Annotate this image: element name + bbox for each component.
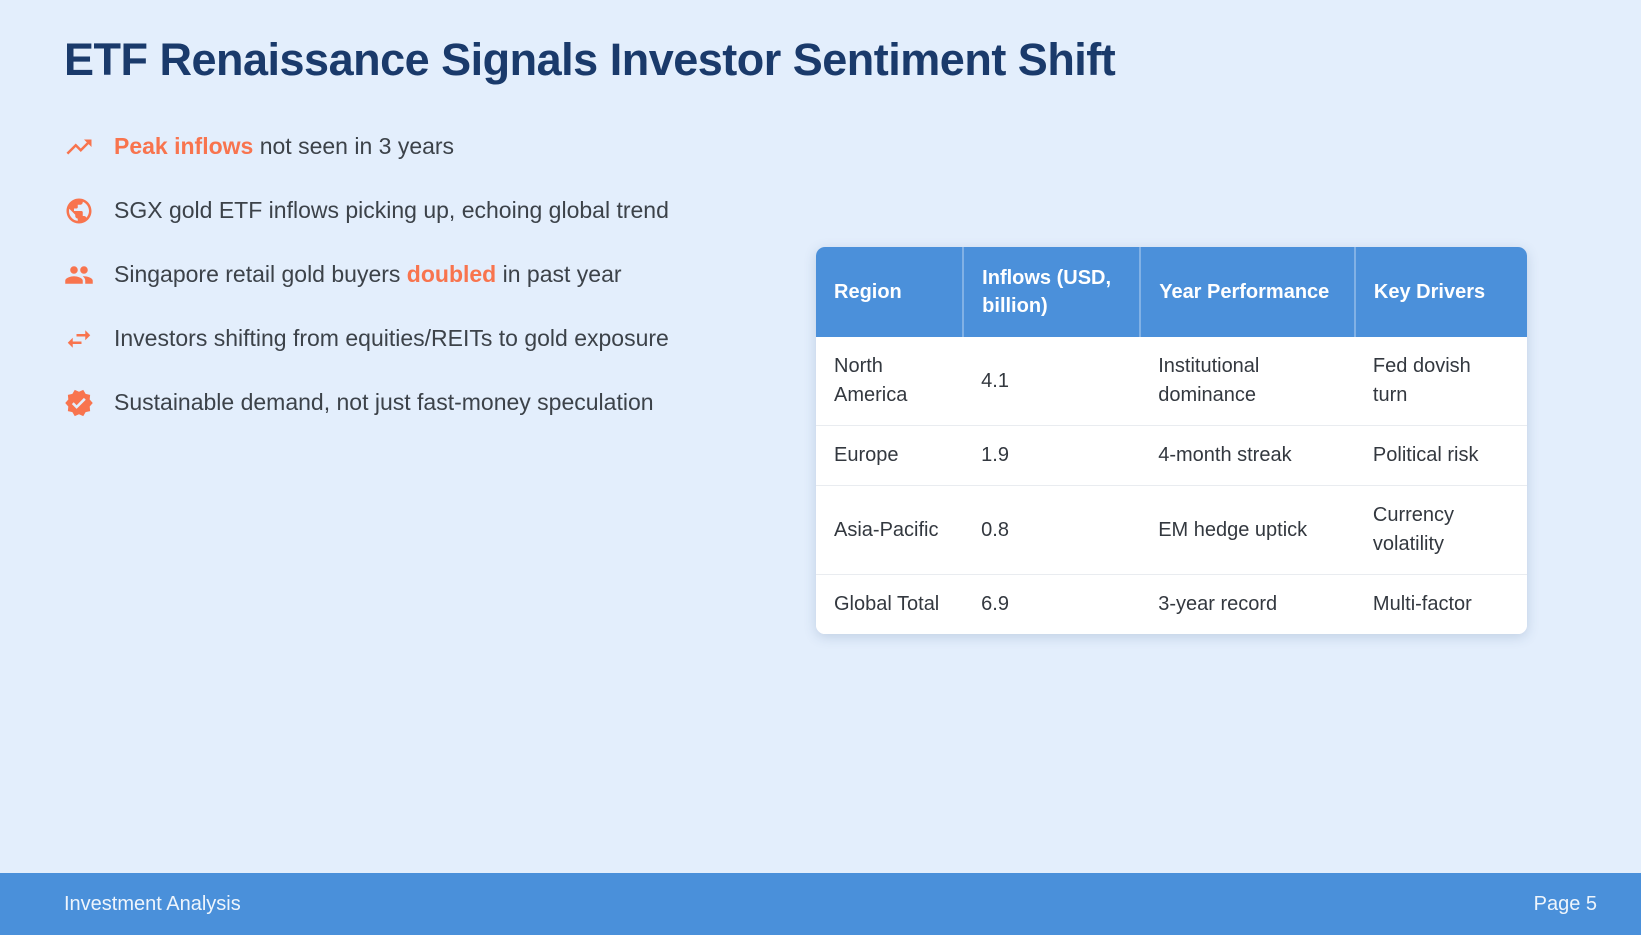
table-cell: 0.8 bbox=[963, 485, 1141, 575]
column-header: Inflows (USD, billion) bbox=[962, 247, 1141, 337]
table-body: North America 4.1 Institutional dominance F… bbox=[816, 337, 1527, 634]
bullet-list: Peak inflows not seen in 3 years SGX gol… bbox=[64, 131, 764, 451]
column-header: Year Performance bbox=[1139, 247, 1355, 337]
swap-arrows-icon bbox=[64, 324, 94, 354]
footer-bar: Investment Analysis Page 5 bbox=[0, 873, 1641, 935]
trending-up-icon bbox=[64, 132, 94, 162]
table-cell: Institutional dominance bbox=[1140, 337, 1355, 426]
bullet-item: Investors shifting from equities/REITs t… bbox=[64, 323, 764, 354]
table-cell: Multi-factor bbox=[1354, 574, 1527, 634]
column-header: Region bbox=[816, 247, 964, 337]
table-cell: North America bbox=[816, 337, 964, 426]
table-cell: Fed dovish turn bbox=[1354, 337, 1527, 426]
bullet-text: Peak inflows not seen in 3 years bbox=[114, 133, 455, 159]
table-cell: 6.9 bbox=[963, 574, 1141, 634]
table-cell: Asia-Pacific bbox=[816, 485, 964, 575]
regional-inflows-table: Region Inflows (USD, billion) Year Perform… bbox=[816, 247, 1527, 634]
table-cell: Political risk bbox=[1354, 425, 1527, 486]
footer-document-title: Investment Analysis bbox=[64, 892, 241, 915]
table-cell: 1.9 bbox=[963, 425, 1141, 486]
table-cell: EM hedge uptick bbox=[1140, 485, 1355, 575]
column-header: Key Drivers bbox=[1353, 247, 1527, 337]
globe-icon bbox=[64, 196, 94, 226]
table-row: Global Total 6.9 3-year record Multi-factor bbox=[816, 574, 1527, 634]
bullet-text: Investors shifting from equities/REITs t… bbox=[114, 325, 669, 351]
footer-page-number: Page 5 bbox=[1533, 892, 1597, 915]
verified-badge-icon bbox=[64, 388, 94, 418]
table-row: Europe 1.9 4-month streak Political risk bbox=[816, 425, 1527, 486]
bullet-text: Sustainable demand, not just fast-money … bbox=[114, 389, 654, 415]
bullet-text: Singapore retail gold buyers doubled in … bbox=[114, 261, 622, 287]
people-icon bbox=[64, 260, 94, 290]
table-cell: Currency volatility bbox=[1354, 485, 1527, 575]
table-cell: Europe bbox=[816, 425, 964, 486]
table-cell: Global Total bbox=[816, 574, 964, 634]
bullet-item: Singapore retail gold buyers doubled in … bbox=[64, 259, 764, 290]
table-cell: 4.1 bbox=[963, 337, 1141, 426]
bullet-text: SGX gold ETF inflows picking up, echoing… bbox=[114, 197, 669, 223]
regional-inflows-table-card: Region Inflows (USD, billion) Year Perform… bbox=[816, 247, 1527, 634]
bullet-item: SGX gold ETF inflows picking up, echoing… bbox=[64, 195, 764, 226]
table-cell: 3-year record bbox=[1140, 574, 1355, 634]
table-cell: 4-month streak bbox=[1140, 425, 1355, 486]
table-row: Asia-Pacific 0.8 EM hedge uptick Currency v… bbox=[816, 485, 1527, 575]
bullet-item: Sustainable demand, not just fast-money … bbox=[64, 387, 764, 418]
table-header-row: Region Inflows (USD, billion) Year Perform… bbox=[816, 247, 1527, 337]
table-row: North America 4.1 Institutional dominance F… bbox=[816, 337, 1527, 426]
page-title: ETF Renaissance Signals Investor Sentime… bbox=[64, 34, 1116, 85]
bullet-item: Peak inflows not seen in 3 years bbox=[64, 131, 764, 162]
